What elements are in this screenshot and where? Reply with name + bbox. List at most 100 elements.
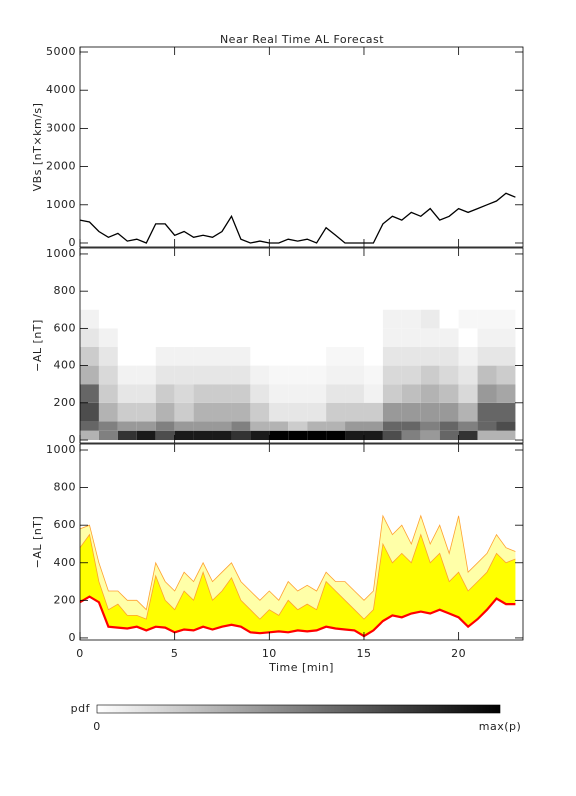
pdf-cell — [345, 346, 364, 366]
pdf-cell — [155, 384, 175, 403]
pdf-cell — [496, 402, 516, 422]
y-tick-label: 400 — [54, 359, 77, 372]
pdf-cell — [401, 346, 421, 366]
pdf-cell — [231, 421, 251, 431]
pdf-cell — [250, 402, 270, 422]
axes-box — [79, 247, 524, 444]
pdf-cell — [155, 430, 175, 441]
pdf-cell — [439, 402, 459, 422]
pdf-cell — [269, 430, 289, 441]
pdf-cell — [288, 328, 308, 347]
y-tick-label: 600 — [54, 321, 77, 334]
pdf-cell — [269, 384, 289, 403]
pdf-cell — [307, 346, 327, 366]
pdf-cell — [288, 365, 308, 385]
colorbar — [96, 704, 501, 714]
pdf-cell — [98, 402, 118, 422]
pdf-cell — [477, 346, 497, 366]
pdf-cell — [439, 346, 459, 366]
y-tick-label: 400 — [54, 556, 77, 569]
pdf-cell — [363, 384, 383, 403]
pdf-cell — [155, 309, 175, 329]
y-axis-label: −AL [nT] — [31, 319, 44, 372]
colorbar-min: 0 — [93, 720, 101, 733]
pdf-cell — [193, 384, 213, 403]
pdf-cell — [382, 421, 402, 431]
pdf-cell — [345, 384, 364, 403]
pdf-cell — [193, 430, 213, 441]
axes-box — [79, 443, 524, 641]
panel — [79, 192, 516, 244]
y-tick-label: 3000 — [46, 121, 76, 134]
y-tick-label: 800 — [54, 284, 77, 297]
pdf-cell — [231, 384, 251, 403]
pdf-cell — [98, 346, 118, 366]
pdf-cell — [174, 346, 194, 366]
data-line — [79, 192, 516, 244]
band-fill — [80, 534, 516, 637]
pdf-cell — [439, 430, 459, 441]
x-tick-label: 0 — [76, 647, 84, 660]
pdf-cell — [363, 402, 383, 422]
pdf-cell — [136, 309, 156, 329]
pdf-cell — [250, 309, 270, 329]
pdf-cell — [212, 384, 232, 403]
pdf-cell — [117, 402, 137, 422]
pdf-cell — [193, 346, 213, 366]
pdf-cell — [401, 430, 421, 441]
pdf-cell — [307, 430, 327, 441]
pdf-cell — [288, 421, 308, 431]
pdf-cell — [477, 402, 497, 422]
pdf-cell — [269, 402, 289, 422]
pdf-cell — [382, 384, 402, 403]
pdf-cell — [136, 384, 156, 403]
pdf-cell — [477, 328, 497, 347]
pdf-cell — [326, 402, 346, 422]
axes-box — [79, 46, 524, 248]
y-tick-label: 600 — [54, 518, 77, 531]
x-tick-label: 20 — [451, 647, 466, 660]
pdf-cell — [174, 328, 194, 347]
pdf-cell — [458, 421, 478, 431]
pdf-cell — [439, 365, 459, 385]
pdf-cell — [401, 421, 421, 431]
pdf-cell — [326, 346, 346, 366]
pdf-cell — [326, 309, 346, 329]
y-tick-label: 4000 — [46, 83, 76, 96]
pdf-cell — [345, 365, 364, 385]
pdf-cell — [477, 384, 497, 403]
x-tick-label: 15 — [356, 647, 371, 660]
pdf-cell — [420, 430, 440, 441]
y-tick-label: 5000 — [46, 45, 76, 58]
band-edge — [79, 533, 516, 620]
pdf-cell — [420, 421, 440, 431]
colorbar-max: max(p) — [479, 720, 522, 733]
pdf-cell — [307, 421, 327, 431]
pdf-cell — [269, 328, 289, 347]
pdf-cell — [80, 402, 99, 422]
y-tick-label: 1000 — [46, 443, 76, 456]
pdf-cell — [212, 430, 232, 441]
pdf-cell — [326, 328, 346, 347]
pdf-cell — [420, 365, 440, 385]
pdf-cell — [117, 346, 137, 366]
pdf-cell — [155, 365, 175, 385]
y-tick-label: 200 — [54, 396, 77, 409]
pdf-cell — [174, 384, 194, 403]
pdf-cell — [420, 309, 440, 329]
pdf-cell — [136, 328, 156, 347]
pdf-cell — [496, 430, 516, 441]
pdf-cell — [458, 402, 478, 422]
pdf-cell — [363, 365, 383, 385]
pdf-cell — [269, 365, 289, 385]
pdf-cell — [117, 384, 137, 403]
pdf-cell — [458, 430, 478, 441]
pdf-cell — [477, 309, 497, 329]
y-axis-label: −AL [nT] — [31, 516, 44, 569]
pdf-cell — [80, 309, 99, 329]
pdf-cell — [98, 309, 118, 329]
pdf-cell — [193, 365, 213, 385]
pdf-cell — [363, 328, 383, 347]
pdf-cell — [307, 365, 327, 385]
y-tick-label: 1000 — [46, 247, 76, 260]
